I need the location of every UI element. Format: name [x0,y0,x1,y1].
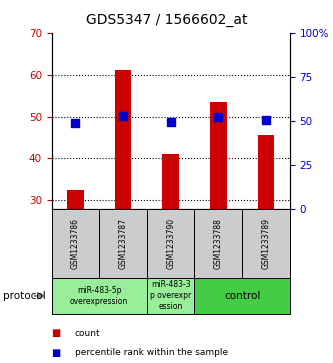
Text: miR-483-3
p overexpr
ession: miR-483-3 p overexpr ession [150,280,191,311]
Bar [210,102,227,209]
Point [216,114,221,120]
Point [168,119,173,125]
Text: GDS5347 / 1566602_at: GDS5347 / 1566602_at [86,13,247,27]
Text: GSM1233786: GSM1233786 [71,218,80,269]
Text: count: count [75,329,101,338]
Text: ■: ■ [52,348,61,358]
Text: control: control [224,291,260,301]
Bar [67,190,84,209]
Text: ■: ■ [52,328,61,338]
Bar [162,154,179,209]
Point [263,117,268,123]
Text: percentile rank within the sample: percentile rank within the sample [75,348,228,357]
Text: miR-483-5p
overexpression: miR-483-5p overexpression [70,286,128,306]
Bar [115,70,132,209]
Text: GSM1233789: GSM1233789 [261,218,270,269]
Text: GSM1233788: GSM1233788 [214,218,223,269]
Point [73,121,78,126]
Bar [257,135,274,209]
Text: protocol: protocol [3,291,46,301]
Text: GSM1233790: GSM1233790 [166,218,175,269]
Point [121,113,126,119]
Text: GSM1233787: GSM1233787 [119,218,128,269]
